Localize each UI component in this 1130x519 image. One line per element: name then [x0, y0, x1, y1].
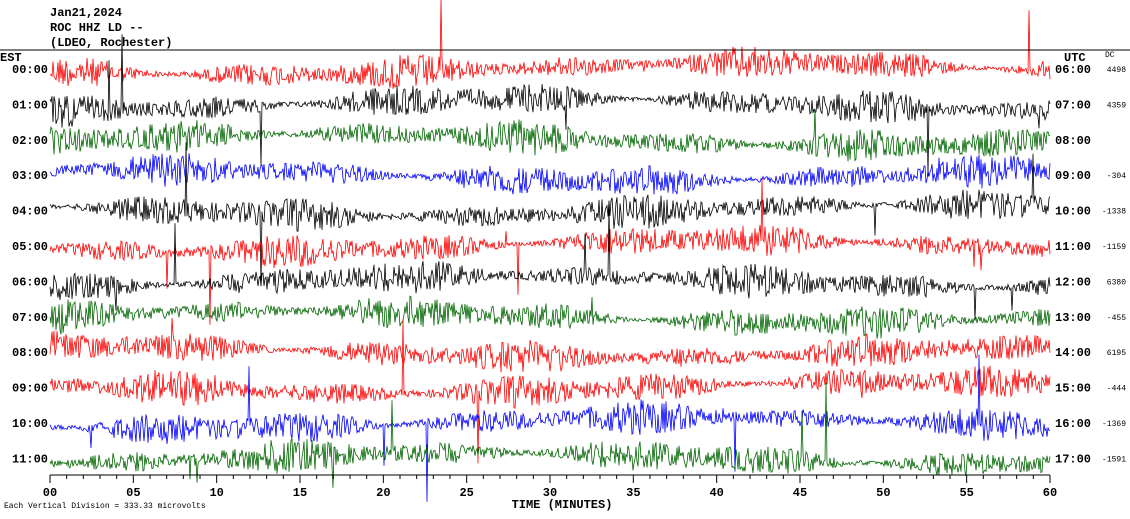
- labels: 00:00 06:00 4498 01:00 07:00 4359 02:00 08:00 03…: [12, 63, 1126, 500]
- traces: [49, 0, 1051, 502]
- network: (LDEO, Rochester): [50, 36, 172, 50]
- est-label: 07:00: [12, 311, 48, 325]
- dc-value: -1369: [1102, 420, 1126, 429]
- dc-title: DC: [1105, 51, 1115, 60]
- dc-value: -1159: [1102, 243, 1126, 252]
- dc-value: 4359: [1107, 101, 1126, 110]
- utc-label: 17:00: [1055, 452, 1091, 466]
- trace: [49, 295, 1051, 339]
- x-tick-label: 05: [126, 486, 140, 500]
- station: ROC HHZ LD --: [50, 21, 144, 35]
- x-ticks: [49, 475, 1051, 483]
- dc-value: -1338: [1102, 208, 1126, 217]
- est-label: 11:00: [12, 452, 48, 466]
- trace: [49, 109, 1051, 162]
- utc-label: 12:00: [1055, 275, 1091, 289]
- est-label: 06:00: [12, 275, 48, 289]
- est-label: 00:00: [12, 63, 48, 77]
- est-label: 01:00: [12, 98, 48, 112]
- est-label: 04:00: [12, 205, 48, 219]
- dc-value: -304: [1107, 172, 1126, 181]
- trace: [49, 319, 1051, 464]
- trace: [49, 34, 1051, 177]
- x-tick-label: 00: [43, 486, 57, 500]
- trace: [49, 381, 1051, 488]
- footer-note: Each Vertical Division = 333.33 microvol…: [4, 502, 206, 511]
- trace: [49, 142, 1051, 287]
- x-tick-label: 25: [459, 486, 473, 500]
- left-axis-title: EST: [0, 51, 22, 65]
- right-axis-title: UTC: [1064, 51, 1086, 65]
- x-tick-label: 45: [793, 486, 807, 500]
- est-label: 09:00: [12, 382, 48, 396]
- trace: [49, 317, 1051, 373]
- x-tick-label: 50: [876, 486, 890, 500]
- x-axis-title: TIME (MINUTES): [512, 498, 613, 512]
- x-tick-label: 20: [376, 486, 390, 500]
- utc-label: 13:00: [1055, 311, 1091, 325]
- dc-value: -1591: [1102, 455, 1126, 464]
- utc-label: 11:00: [1055, 240, 1091, 254]
- x-tick-label: 55: [959, 486, 973, 500]
- x-tick-label: 40: [709, 486, 723, 500]
- x-tick-label: 10: [209, 486, 223, 500]
- dc-value: 6380: [1107, 278, 1126, 287]
- utc-label: 16:00: [1055, 417, 1091, 431]
- trace: [49, 204, 1051, 321]
- dc-value: -455: [1107, 314, 1126, 323]
- x-tick-label: 30: [543, 486, 557, 500]
- utc-label: 07:00: [1055, 98, 1091, 112]
- dc-value: 4498: [1107, 66, 1126, 75]
- trace: [49, 354, 1051, 502]
- dc-value: -444: [1107, 385, 1126, 394]
- trace: [49, 0, 1051, 89]
- utc-label: 15:00: [1055, 382, 1091, 396]
- x-tick-label: 35: [626, 486, 640, 500]
- utc-label: 09:00: [1055, 169, 1091, 183]
- est-label: 02:00: [12, 134, 48, 148]
- est-label: 10:00: [12, 417, 48, 431]
- x-tick-label: 15: [293, 486, 307, 500]
- est-label: 03:00: [12, 169, 48, 183]
- est-label: 08:00: [12, 346, 48, 360]
- est-label: 05:00: [12, 240, 48, 254]
- trace: [49, 177, 1051, 325]
- trace: [49, 153, 1051, 195]
- utc-label: 14:00: [1055, 346, 1091, 360]
- dc-value: 6195: [1107, 349, 1126, 358]
- utc-label: 06:00: [1055, 63, 1091, 77]
- utc-label: 10:00: [1055, 205, 1091, 219]
- date: Jan21,2024: [50, 6, 122, 20]
- x-tick-label: 60: [1043, 486, 1057, 500]
- utc-label: 08:00: [1055, 134, 1091, 148]
